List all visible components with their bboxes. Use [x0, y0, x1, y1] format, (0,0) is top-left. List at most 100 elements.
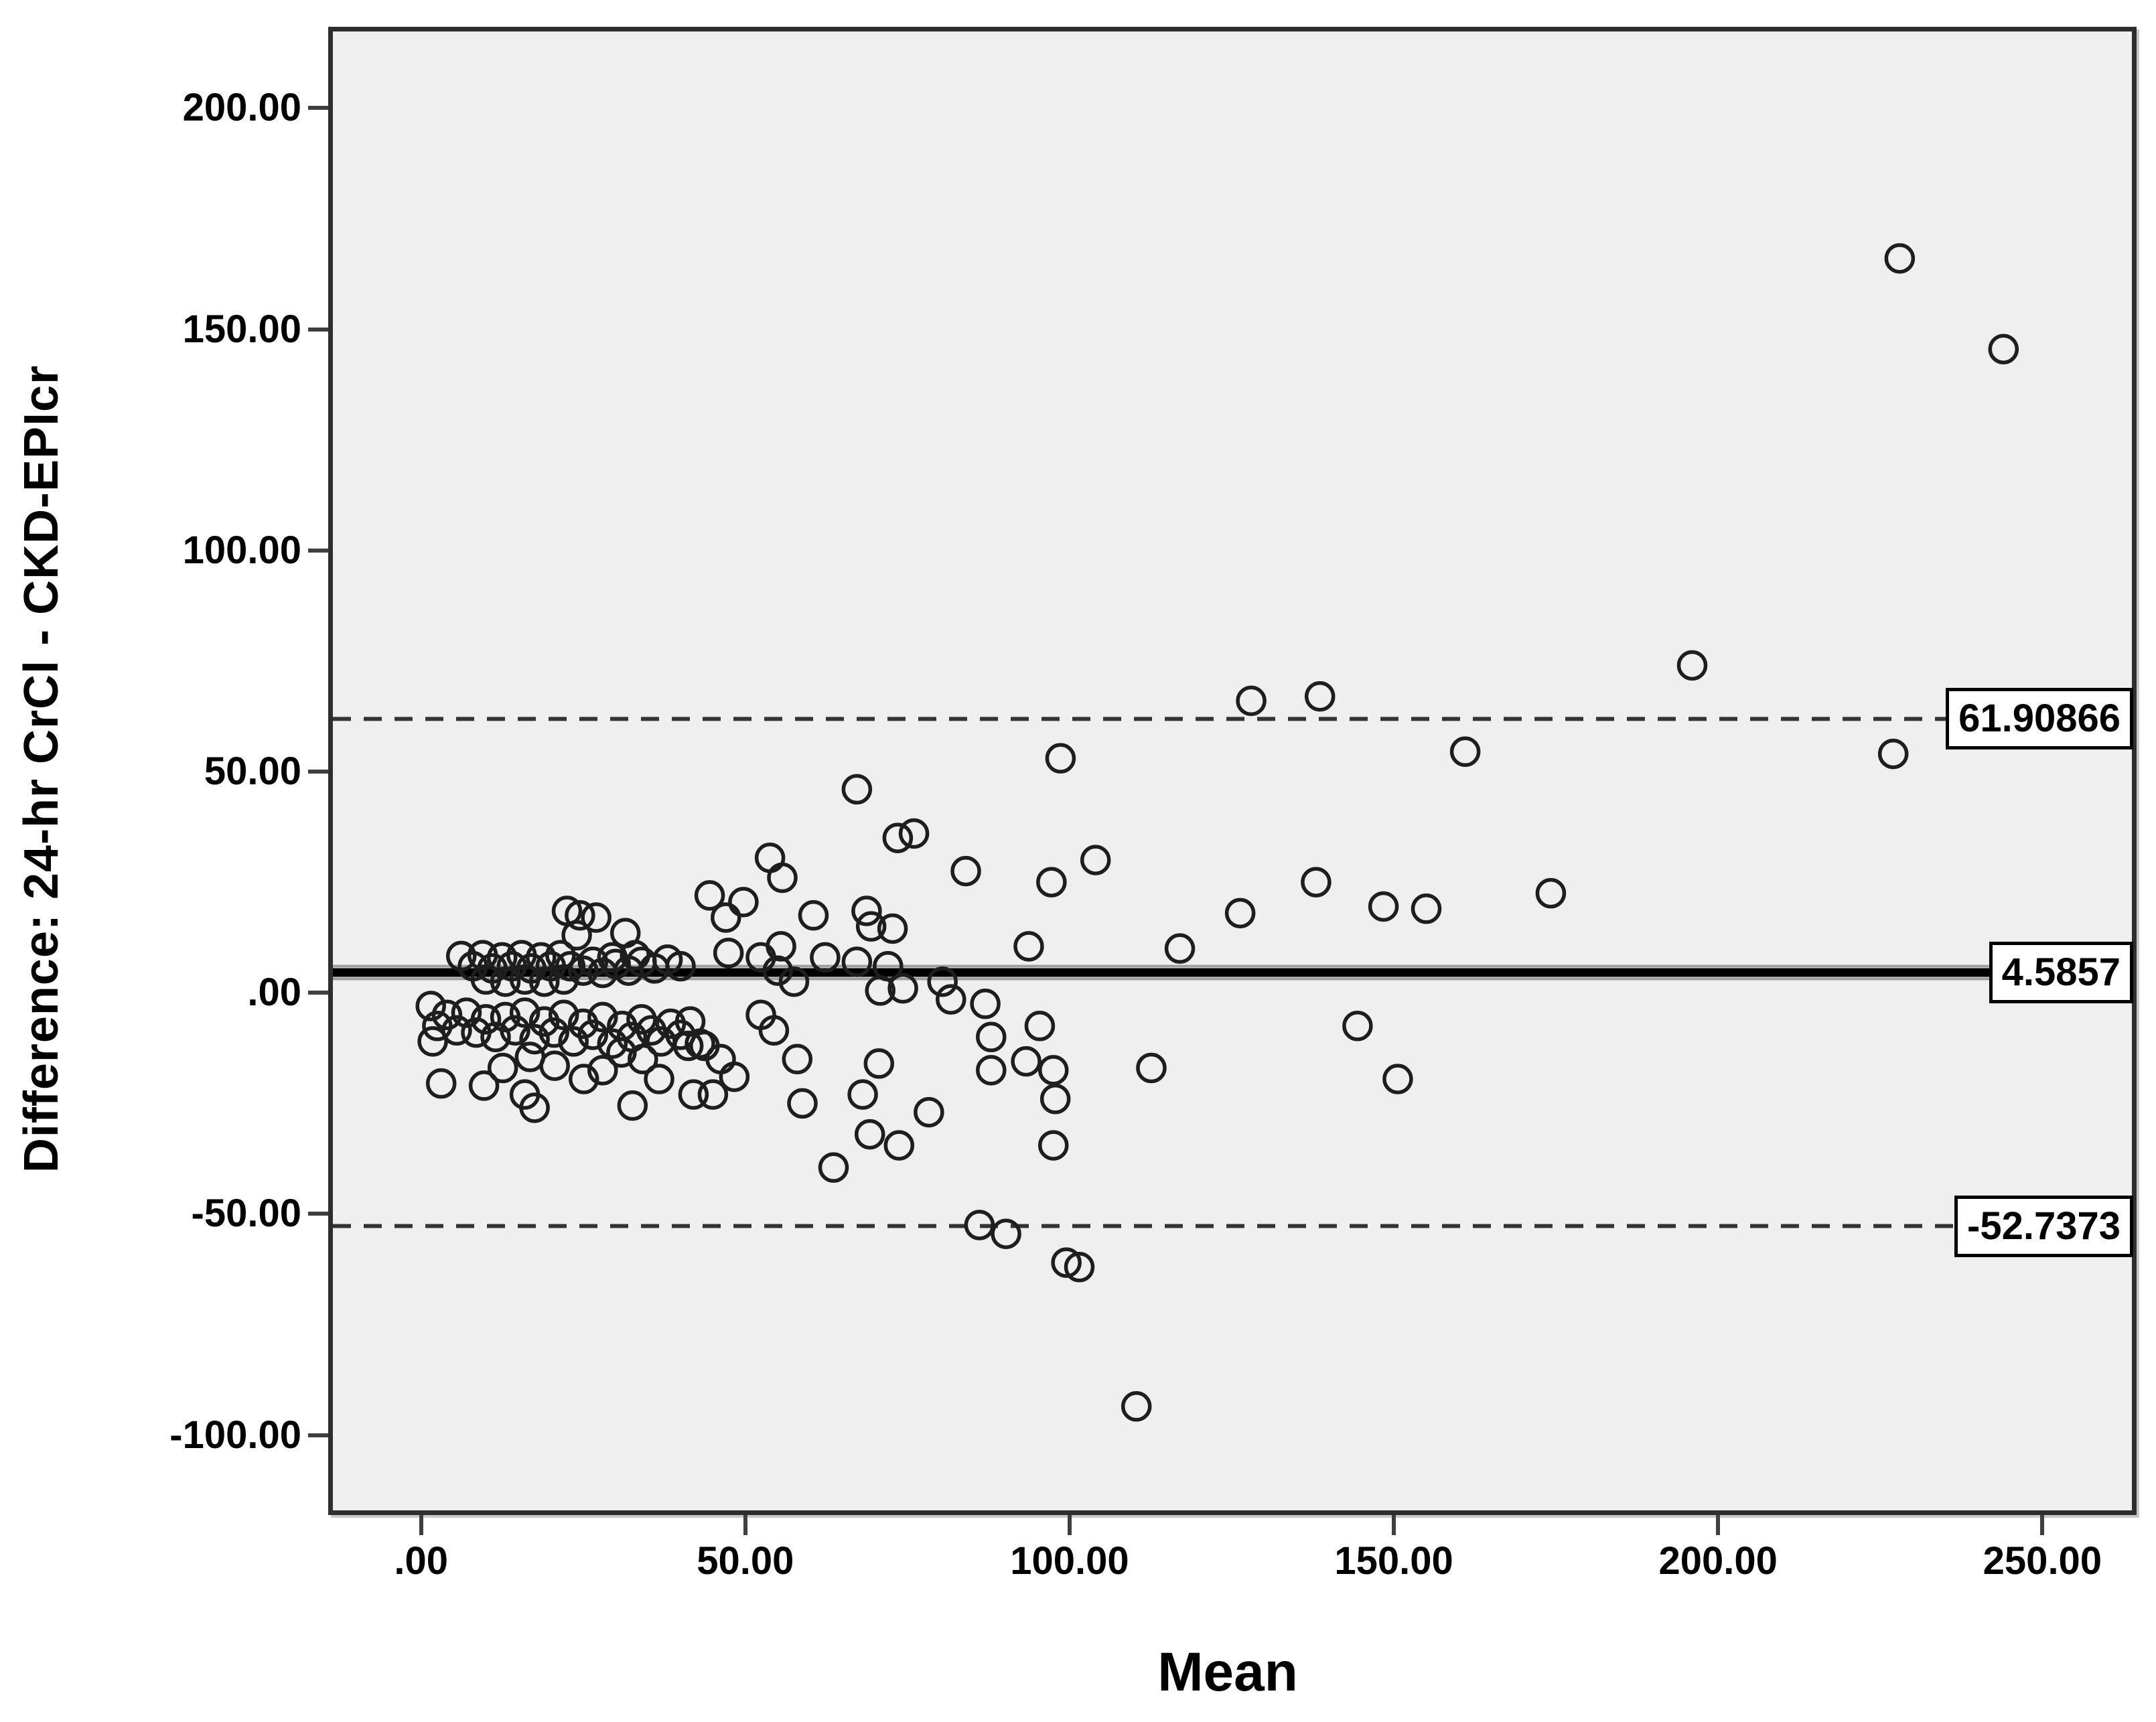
y-axis-tick-label: 100.00	[182, 528, 301, 572]
data-point	[487, 1052, 518, 1084]
data-point	[1236, 685, 1267, 717]
x-axis-title: Mean	[1157, 1642, 1298, 1703]
x-axis-tick	[1067, 1515, 1072, 1535]
data-point	[991, 1218, 1021, 1249]
plot-area	[328, 27, 2137, 1515]
x-axis-tick	[419, 1515, 423, 1535]
data-point	[587, 1001, 618, 1033]
data-point	[1411, 893, 1442, 924]
data-point	[711, 902, 741, 933]
data-point	[644, 1064, 674, 1094]
data-point	[548, 964, 579, 995]
data-point	[754, 843, 786, 873]
data-point	[1988, 334, 2019, 364]
data-point	[1036, 867, 1067, 898]
data-point	[927, 966, 958, 997]
data-point	[1051, 1247, 1082, 1278]
upper-limit-of-agreement-value-box: 61.90866	[1946, 688, 2133, 750]
data-point	[665, 950, 696, 982]
y-axis-tick	[308, 769, 328, 774]
data-point	[766, 931, 796, 962]
data-point	[950, 855, 981, 887]
data-point	[855, 911, 887, 942]
data-point	[778, 966, 810, 997]
data-point	[519, 1092, 550, 1123]
data-point	[415, 991, 446, 1021]
data-point	[425, 1068, 457, 1099]
data-point	[914, 1096, 944, 1128]
data-point	[597, 942, 628, 973]
data-point	[782, 1044, 813, 1075]
data-point	[587, 1055, 618, 1086]
x-axis-tick-label: 200.00	[1658, 1539, 1778, 1583]
data-point	[1038, 1055, 1069, 1086]
data-point	[526, 942, 557, 973]
y-axis-tick	[308, 991, 328, 995]
data-point	[713, 938, 744, 968]
x-axis-tick-label: 50.00	[697, 1539, 794, 1583]
data-point	[818, 1152, 849, 1183]
data-point	[694, 880, 725, 911]
data-point	[697, 1079, 729, 1110]
data-point	[1164, 933, 1196, 964]
data-point	[500, 1015, 530, 1046]
data-point	[1121, 1391, 1152, 1422]
y-axis-tick	[308, 548, 328, 553]
mean-difference-value-box: 4.5857	[1989, 941, 2133, 1003]
data-point	[810, 942, 841, 973]
y-axis-tick	[308, 1212, 328, 1216]
data-point	[558, 1026, 589, 1057]
y-axis-tick-label: 200.00	[182, 86, 301, 130]
y-axis-tick-label: -100.00	[169, 1413, 301, 1457]
data-point	[617, 1090, 648, 1121]
data-point	[762, 955, 793, 986]
data-point	[887, 973, 918, 1004]
data-point	[1013, 931, 1044, 962]
data-point	[486, 942, 518, 973]
data-point	[470, 964, 502, 995]
data-point	[509, 964, 541, 995]
data-point	[1080, 845, 1111, 875]
data-point	[758, 1015, 790, 1046]
y-axis-tick-label: .00	[247, 971, 301, 1015]
x-axis-tick-label: 100.00	[1010, 1539, 1129, 1583]
data-point	[970, 988, 1001, 1019]
data-point	[561, 920, 592, 951]
data-point	[787, 1088, 818, 1119]
data-point	[514, 1042, 546, 1072]
data-point	[519, 1023, 550, 1055]
data-point	[719, 1061, 750, 1092]
data-point	[863, 1048, 895, 1079]
data-point	[490, 966, 521, 997]
y-axis-tick-label: -50.00	[191, 1192, 301, 1236]
data-point	[528, 966, 560, 997]
data-point	[976, 1021, 1007, 1053]
x-axis-tick-label: 250.00	[1983, 1539, 2102, 1583]
data-point	[468, 1070, 500, 1101]
y-axis-tick	[308, 106, 328, 111]
data-point	[597, 1028, 628, 1059]
data-point	[798, 900, 829, 931]
data-point	[417, 1026, 448, 1057]
data-point	[976, 1055, 1007, 1086]
data-point	[1449, 736, 1481, 768]
data-point	[1136, 1052, 1167, 1084]
data-point	[1039, 1083, 1071, 1115]
scatter-canvas	[333, 243, 2132, 1422]
data-point	[581, 902, 612, 933]
data-point	[854, 1119, 885, 1150]
data-point	[877, 913, 908, 944]
y-axis-tick	[308, 327, 328, 332]
x-axis-tick-label: 150.00	[1334, 1539, 1453, 1583]
data-point	[1342, 1011, 1373, 1042]
data-point	[441, 1015, 472, 1046]
data-point	[620, 940, 650, 971]
data-point	[936, 984, 966, 1015]
x-axis-tick	[1716, 1515, 1721, 1535]
y-axis-tick	[308, 1433, 328, 1437]
data-point	[577, 1019, 609, 1050]
data-point	[470, 1004, 502, 1035]
data-point	[1064, 1251, 1095, 1283]
data-point	[1368, 891, 1399, 922]
data-point	[539, 1050, 570, 1081]
